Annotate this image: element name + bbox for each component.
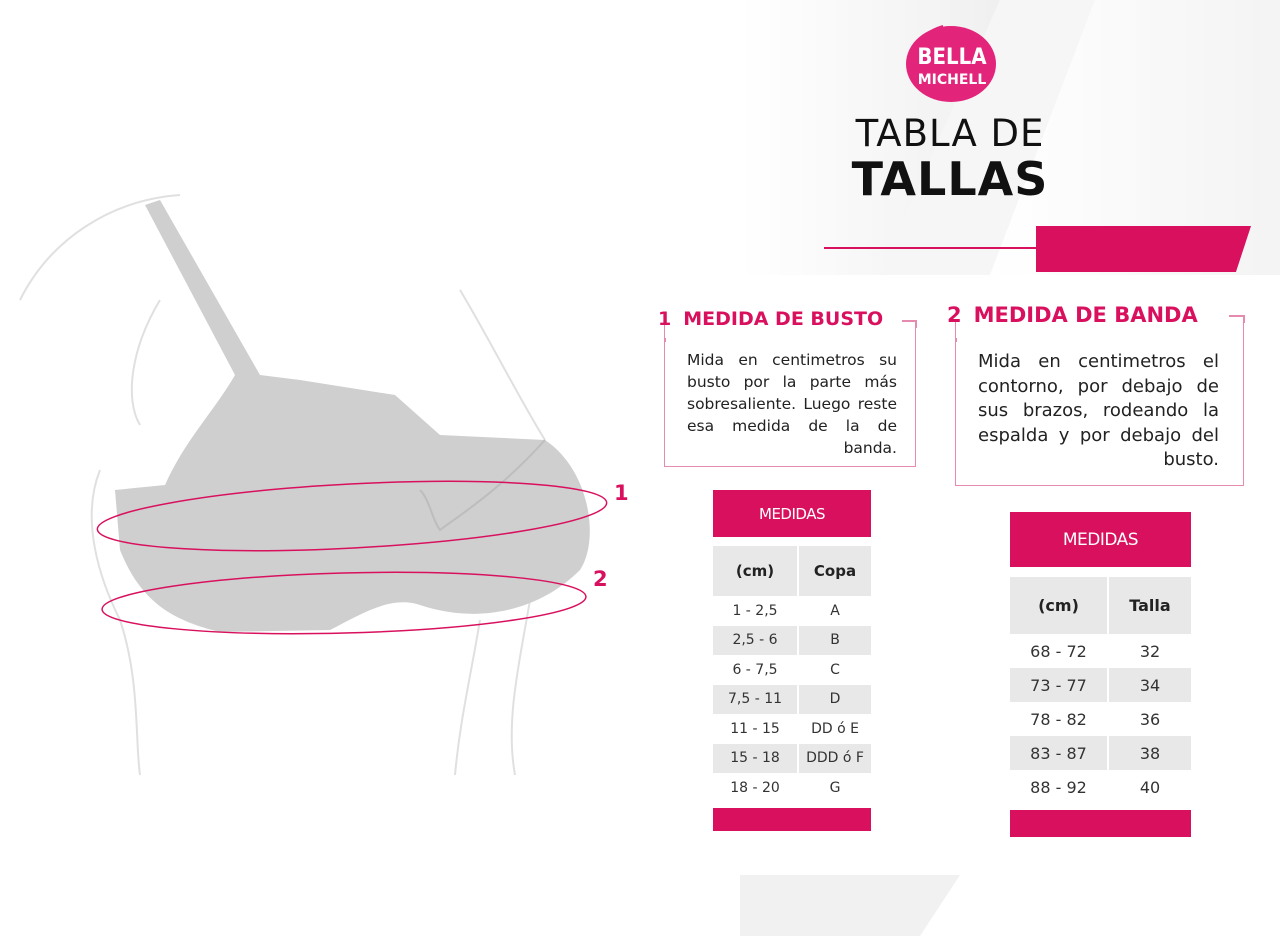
box-corner (915, 320, 917, 328)
table-row: 15 - 18 DDD ó F (713, 743, 871, 773)
bra-illustration (19, 194, 608, 776)
marker-band: 2 (593, 567, 608, 591)
marker-bust: 1 (614, 481, 629, 505)
column-header: Copa (797, 546, 871, 596)
bust-heading-text: MEDIDA DE BUSTO (683, 308, 884, 330)
svg-text:MICHELL: MICHELL (918, 72, 987, 88)
box-corner (1229, 315, 1244, 317)
table-row: 73 - 77 34 (1010, 668, 1191, 702)
band-instructions: Mida en centimetros el contorno, por deb… (955, 322, 1244, 486)
box-corner (1243, 315, 1245, 323)
svg-text:BELLA: BELLA (917, 45, 987, 70)
column-header: (cm) (1010, 577, 1107, 634)
column-header: (cm) (713, 546, 797, 596)
table-header: MEDIDAS (1010, 512, 1191, 567)
band-heading-text: MEDIDA DE BANDA (973, 303, 1198, 327)
band-heading: 2 MEDIDA DE BANDA (947, 303, 1198, 327)
bust-instructions: Mida en centimetros su busto por la part… (664, 325, 916, 467)
table-row: 68 - 72 32 (1010, 634, 1191, 668)
bust-number: 1 (658, 308, 672, 330)
band-text: Mida en centimetros el contorno, por deb… (978, 351, 1219, 470)
table-header: MEDIDAS (713, 490, 871, 537)
table-row: 11 - 15 DD ó E (713, 714, 871, 744)
table-row: 78 - 82 36 (1010, 702, 1191, 736)
decorative-line (824, 247, 1124, 249)
decorative-bar (1036, 226, 1251, 272)
title-line-1: TABLA DE (855, 112, 1045, 155)
table-row: 88 - 92 40 (1010, 770, 1191, 804)
bust-text: Mida en centimetros su busto por la part… (687, 351, 897, 457)
column-header: Talla (1107, 577, 1191, 634)
brand-logo: BELLA MICHELL (906, 25, 996, 102)
table-footer (713, 807, 871, 831)
table-row: 83 - 87 38 (1010, 736, 1191, 770)
box-corner (902, 320, 916, 322)
band-number: 2 (947, 303, 962, 327)
table-row: 1 - 2,5 A (713, 596, 871, 626)
title-line-2: TALLAS (851, 152, 1049, 206)
table-row: 18 - 20 G (713, 773, 871, 803)
bust-heading: 1 MEDIDA DE BUSTO (658, 308, 883, 330)
table-row: 6 - 7,5 C (713, 655, 871, 685)
table-row: 7,5 - 11 D (713, 684, 871, 714)
band-table: MEDIDAS (cm) Talla 68 - 72 32 73 - 77 34 78… (1010, 512, 1191, 837)
table-footer (1010, 810, 1191, 837)
